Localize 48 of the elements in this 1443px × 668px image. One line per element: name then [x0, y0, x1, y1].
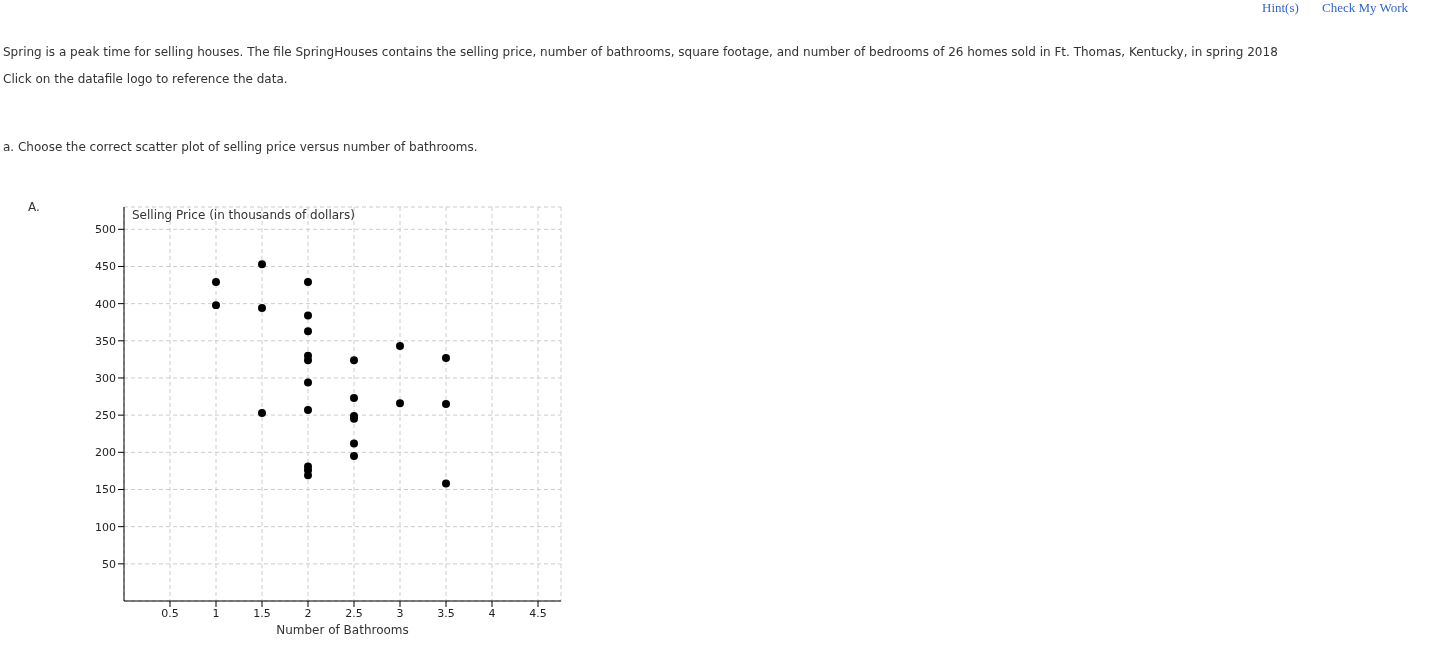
text: Check My Work: [1322, 0, 1409, 16]
text: Hint(s): [1262, 0, 1299, 16]
text: Spring is a peak time for selling houses. The file SpringHouses contains the selling price, number of bathrooms, square footage, and number of bedrooms of 26 homes sold in Ft. Thomas, Kentucky, in spring 2018: [3, 44, 1278, 60]
point: [258, 408, 266, 417]
y-tick-label: 200: [95, 446, 116, 460]
point: [304, 278, 312, 287]
point: [304, 378, 312, 387]
y-axis-title: Selling Price (in thousands of dollars): [132, 208, 355, 222]
y-tick-label: 350: [95, 334, 116, 348]
y-tick-label: 150: [95, 483, 116, 497]
point: [396, 342, 404, 350]
point: [350, 356, 358, 365]
point: [350, 394, 358, 403]
text: Click on the datafile logo to reference the data.: [3, 71, 288, 87]
x-tick-label: 3: [396, 606, 404, 620]
x-axis-title: Number of Bathrooms: [276, 623, 409, 637]
x-tick-label: 4.5: [529, 606, 547, 620]
y-tick-label: 450: [95, 260, 116, 274]
text: a. Choose the correct scatter plot of selling price versus number of bathrooms.: [3, 139, 478, 155]
point: [258, 304, 266, 313]
y-tick-label: 250: [95, 409, 116, 423]
point: [304, 471, 312, 480]
y-tick-label: 300: [95, 371, 116, 385]
text: A.: [28, 199, 40, 215]
y-tick-label: 50: [102, 557, 116, 571]
point: [304, 405, 312, 414]
point: [212, 301, 220, 310]
point: [442, 400, 450, 408]
point: [442, 479, 450, 488]
point: [350, 452, 358, 461]
x-tick-label: 1: [212, 606, 220, 620]
x-tick-label: 3.5: [437, 606, 455, 620]
point: [304, 311, 312, 320]
x-tick-label: 1.5: [253, 606, 271, 620]
point: [350, 439, 358, 448]
point: [304, 356, 312, 365]
x-tick-label: 4: [488, 606, 496, 620]
x-tick-label: 2: [304, 606, 312, 620]
x-tick-label: 2.5: [345, 606, 363, 620]
y-tick-label: 500: [95, 223, 116, 237]
point: [258, 260, 266, 269]
point: [442, 353, 450, 362]
point: [212, 278, 220, 287]
x-tick-label: 0.5: [161, 606, 179, 620]
y-tick-label: 100: [95, 520, 116, 534]
point: [396, 399, 404, 408]
y-tick-label: 400: [95, 297, 116, 311]
point: [304, 327, 312, 336]
